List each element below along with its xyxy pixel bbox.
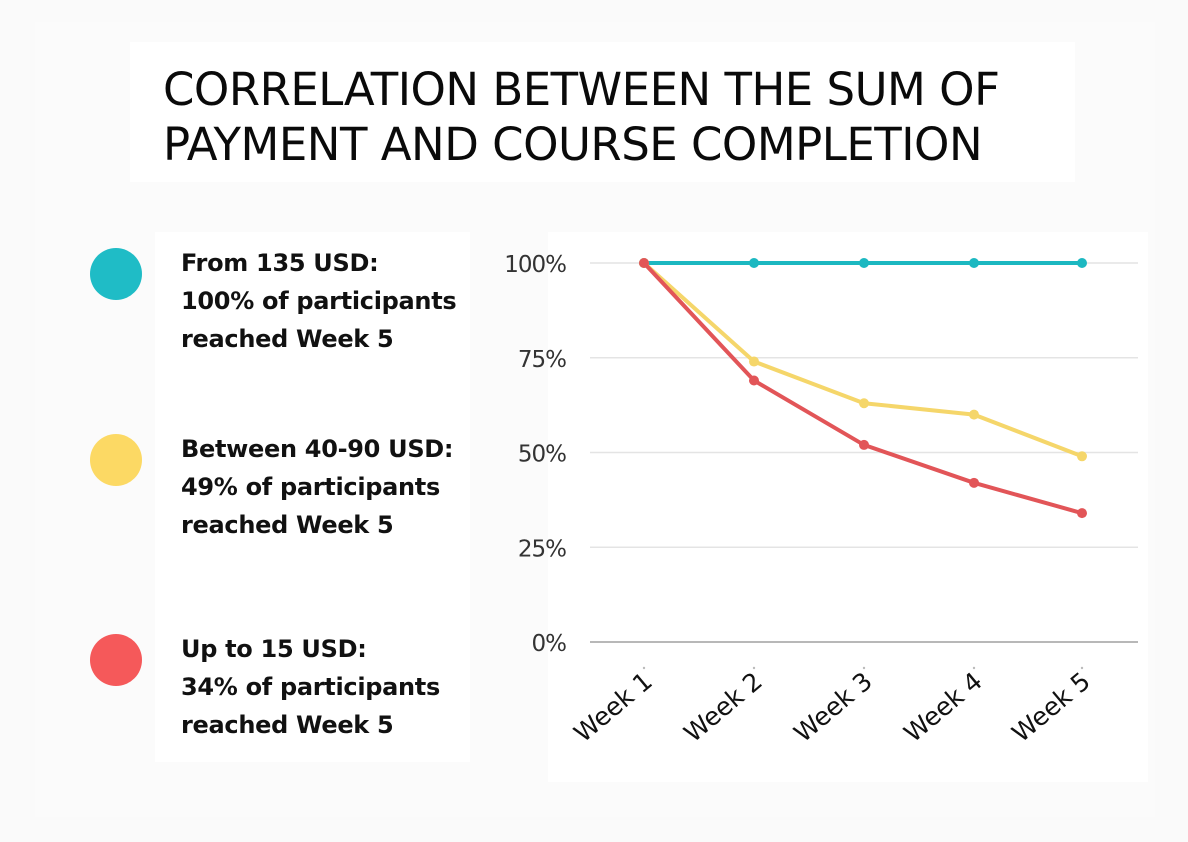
data-point [859,258,869,268]
legend-text: Up to 15 USD: 34% of participants reache… [181,630,440,744]
data-point [859,439,869,450]
data-point [1077,258,1087,268]
y-axis-labels: 0% 25% 50% 75% 100% [504,252,567,657]
series-from-135-usd [639,258,1087,268]
series-line [642,261,1084,516]
x-tick-mark [862,666,866,670]
x-tick-label: Week 5 [1006,666,1095,748]
legend-label: Between 40-90 USD: [181,435,454,463]
legend-label: From 135 USD: [181,249,379,277]
chart-title-line-2: PAYMENT AND COURSE COMPLETION [163,118,983,171]
data-point [749,356,759,367]
x-tick-mark [752,666,756,670]
y-tick-label: 50% [518,442,566,468]
x-tick-mark [972,666,976,670]
y-tick-label: 25% [518,536,566,562]
x-tick-label: Week 4 [898,666,987,748]
data-point [639,258,649,268]
red-dot-icon [90,634,142,686]
chart-title-line-1: CORRELATION BETWEEN THE SUM OF [163,63,1000,116]
y-tick-label: 75% [518,347,566,373]
data-point [1077,451,1087,462]
series-up-to-15-usd [639,258,1087,519]
chart-box [548,232,1148,782]
legend-label: Up to 15 USD: [181,635,367,663]
yellow-dot-icon [90,434,142,486]
legend-stat: 34% of participants [181,673,440,701]
data-point [969,477,979,488]
x-tick-mark [642,666,646,670]
legend-note: reached Week 5 [181,711,394,739]
data-series [639,258,1087,519]
data-point [969,409,979,420]
data-point [749,375,759,386]
legend-text: Between 40-90 USD: 49% of participants r… [181,430,454,544]
x-tick-label: Week 1 [568,666,657,748]
x-axis-labels: Week 1 Week 2 Week 3 Week 4 Week 5 [568,666,1095,748]
data-point [749,258,759,268]
series-line [642,261,1084,459]
data-point [859,398,869,409]
legend-note: reached Week 5 [181,325,394,353]
legend-stat: 49% of participants [181,473,440,501]
legend-stat: 100% of participants [181,287,457,315]
y-tick-label: 0% [532,631,567,657]
data-point [969,258,979,268]
legend-text: From 135 USD: 100% of participants reach… [181,244,457,358]
x-tick-label: Week 3 [788,666,877,748]
data-point [1077,508,1087,519]
legend-note: reached Week 5 [181,511,394,539]
title-box [130,42,1075,182]
legend-box [155,232,470,762]
series-between-40-90-usd [639,258,1087,462]
x-tick-label: Week 2 [678,666,767,748]
chart-title: CORRELATION BETWEEN THE SUM OF PAYMENT A… [163,62,1063,172]
teal-dot-icon [90,248,142,300]
x-tick-mark [1080,666,1084,670]
gridlines [590,262,1138,643]
y-tick-label: 100% [504,252,566,278]
